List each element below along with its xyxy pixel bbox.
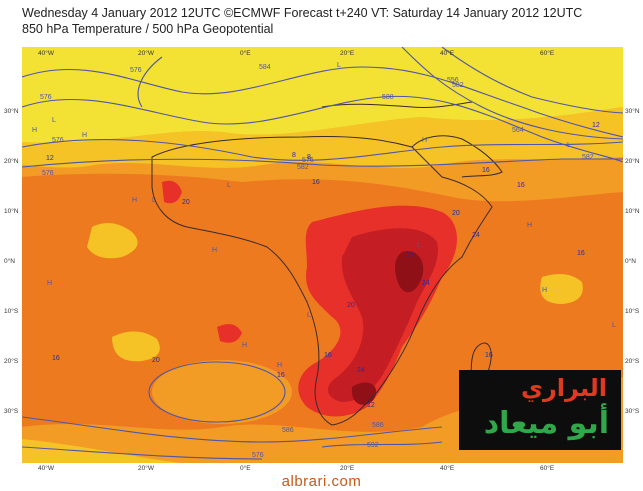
- isotherm-label: 8: [292, 152, 296, 159]
- isotherm-label: 12: [367, 402, 375, 409]
- temp-band-8-12: [22, 47, 623, 143]
- lon-tick-label: 40°E: [440, 50, 455, 57]
- chart-subtitle: 850 hPa Temperature / 500 hPa Geopotenti…: [22, 22, 274, 36]
- lat-tick-label: 10°N: [4, 208, 19, 215]
- lon-tick-label: 60°E: [540, 50, 555, 57]
- pressure-center-symbol: H: [132, 197, 137, 204]
- pressure-center-symbol: H: [527, 222, 532, 229]
- isotherm-label: 16: [324, 352, 332, 359]
- lon-tick-label: 40°W: [38, 465, 54, 472]
- geopotential-label: 592: [367, 442, 379, 449]
- pressure-center-symbol: L: [337, 62, 341, 69]
- isotherm-label: 16: [517, 182, 525, 189]
- pressure-center-symbol: H: [82, 132, 87, 139]
- lat-tick-label: 0°N: [625, 258, 636, 265]
- isotherm-label: 16: [485, 352, 493, 359]
- temp-band-12-16-south: [22, 439, 182, 463]
- geopotential-label: 576: [42, 170, 54, 177]
- isotherm-label: 16: [312, 179, 320, 186]
- isotherm-label: 20: [182, 199, 190, 206]
- geopotential-high-atlantic: [148, 361, 286, 423]
- lat-tick-label: 20°S: [4, 358, 19, 365]
- temp-band-patch-west: [162, 180, 242, 343]
- weather-map: 576 584 576 576 588 582 582 576 564 556 576 582 586 5…: [22, 47, 623, 463]
- lat-tick-label: 20°S: [625, 358, 640, 365]
- isotherm-label: 12: [592, 122, 600, 129]
- isotherm-label: 16: [277, 372, 285, 379]
- pressure-center-symbol: H: [277, 362, 282, 369]
- lon-tick-label: 40°W: [38, 50, 54, 57]
- lat-tick-label: 30°S: [4, 408, 19, 415]
- isotherm-label: 16: [482, 167, 490, 174]
- chart-title: Wednesday 4 January 2012 12UTC ©ECMWF Fo…: [22, 6, 583, 20]
- pressure-center-symbol: H: [212, 247, 217, 254]
- lat-tick-label: 20°N: [625, 158, 640, 165]
- lat-tick-label: 30°S: [625, 408, 640, 415]
- pressure-center-symbol: H: [32, 127, 37, 134]
- pressure-center-symbol: H: [47, 280, 52, 287]
- isotherm-label: 24: [472, 232, 480, 239]
- geopotential-label: 582: [297, 164, 309, 171]
- geopotential-label: 584: [259, 64, 271, 71]
- isotherm-label: 24: [357, 367, 365, 374]
- geopotential-label: 586: [372, 422, 384, 429]
- lat-tick-label: 30°N: [4, 108, 19, 115]
- pressure-center-symbol: H: [542, 287, 547, 294]
- isotherm-label: 24: [422, 280, 430, 287]
- geopotential-label: 582: [452, 82, 464, 89]
- pressure-center-symbol: L: [567, 142, 571, 149]
- logo-line-2: أبو ميعاد: [483, 406, 609, 441]
- lon-tick-label: 20°E: [340, 465, 355, 472]
- isotherm-label: 20: [452, 210, 460, 217]
- lat-tick-label: 0°N: [4, 258, 15, 265]
- footer-url: albrari.com: [281, 473, 362, 490]
- logo-line-1: البراري: [520, 374, 607, 402]
- isotherm-label: 20: [152, 357, 160, 364]
- pressure-center-symbol: H: [422, 137, 427, 144]
- isotherm-label: 12: [46, 155, 54, 162]
- temp-band-12-16-patches: [87, 223, 583, 362]
- geopotential-label: 576: [130, 67, 142, 74]
- geopotential-label: 586: [282, 427, 294, 434]
- lon-tick-label: 40°E: [440, 465, 455, 472]
- isotherm-label: 16: [577, 250, 585, 257]
- lat-tick-label: 30°N: [625, 108, 640, 115]
- isotherm-label: 20: [347, 302, 355, 309]
- pressure-center-symbol: L: [227, 182, 231, 189]
- lat-tick-label: 10°N: [625, 208, 640, 215]
- lon-tick-label: 20°E: [340, 50, 355, 57]
- lon-tick-label: 20°W: [138, 465, 154, 472]
- temp-band-12-16-north: [22, 107, 623, 168]
- temp-band-16-20-south: [22, 424, 462, 463]
- pressure-center-symbol: H: [242, 342, 247, 349]
- lat-tick-label: 10°S: [625, 308, 640, 315]
- geopotential-label: 556: [447, 77, 459, 84]
- geopotential-contours: [22, 47, 623, 460]
- geopotential-label: 582: [582, 154, 594, 161]
- lon-tick-label: 20°W: [138, 50, 154, 57]
- lat-tick-label: 10°S: [4, 308, 19, 315]
- isotherm-label: 16: [622, 154, 623, 161]
- geopotential-label: 576: [252, 452, 264, 459]
- pressure-center-symbol: L: [307, 312, 311, 319]
- geopotential-label: 576: [40, 94, 52, 101]
- pressure-center-symbol: L: [417, 242, 421, 249]
- pressure-center-symbol: L: [612, 322, 616, 329]
- temp-band-32-plus: [351, 251, 424, 405]
- isotherm-label: 16: [52, 355, 60, 362]
- pressure-center-symbol: L: [52, 117, 56, 124]
- pressure-center-symbol: L: [152, 197, 156, 204]
- watermark-logo: البراري أبو ميعاد: [459, 370, 621, 450]
- geopotential-label: 576: [302, 157, 314, 164]
- isotherm-label: 24: [407, 252, 415, 259]
- temp-band-cool-atlantic: [152, 360, 292, 424]
- geopotential-label: 588: [382, 94, 394, 101]
- isotherm-label: 8: [307, 154, 311, 161]
- geopotential-label: 576: [52, 137, 64, 144]
- lat-tick-label: 20°N: [4, 158, 19, 165]
- lon-tick-label: 0°E: [240, 50, 251, 57]
- geopotential-label: 564: [512, 127, 524, 134]
- lon-tick-label: 60°E: [540, 465, 555, 472]
- lon-tick-label: 0°E: [240, 465, 251, 472]
